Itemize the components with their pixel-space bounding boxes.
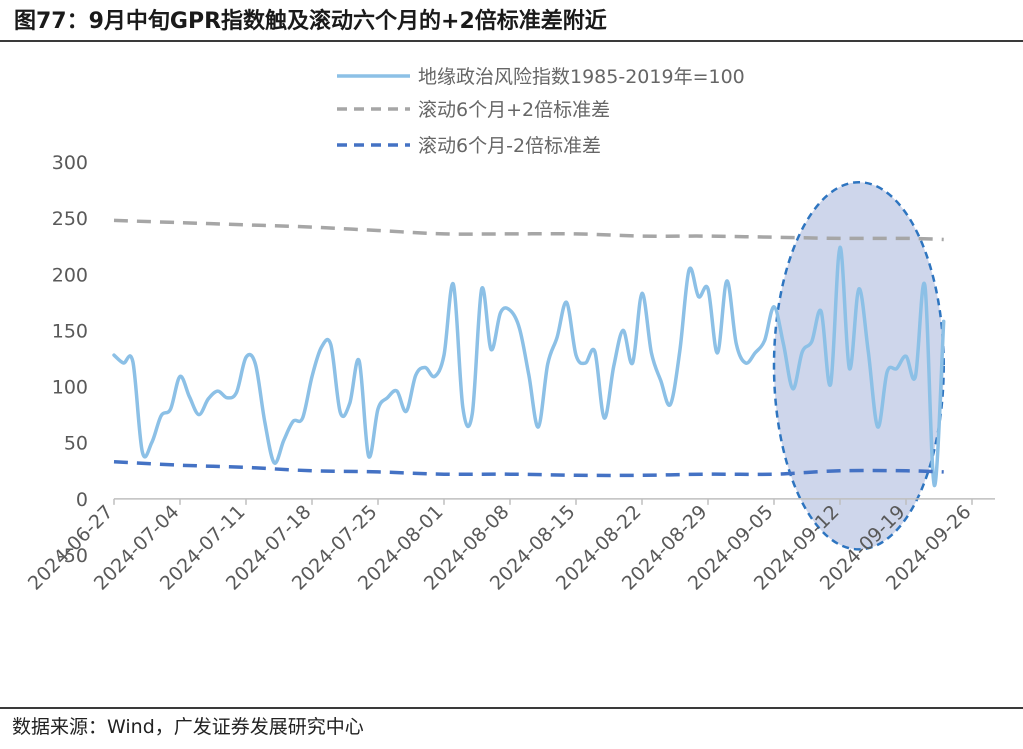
legend: 地缘政治风险指数1985-2019年=100 滚动6个月+2倍标准差滚动6个月-2… (337, 66, 745, 157)
y-tick-label: 100 (52, 377, 88, 399)
data-source: 数据来源：Wind，广发证券发展研究中心 (12, 716, 364, 738)
figure-title: 图77：9月中旬GPR指数触及滚动六个月的+2倍标准差附近 (14, 9, 607, 34)
legend-label: 地缘政治风险指数1985-2019年=100 (418, 66, 745, 88)
lower-band-line (113, 460, 944, 478)
series-layer (112, 218, 946, 488)
legend-label: 滚动6个月+2倍标准差 (418, 99, 610, 121)
highlight-ellipse (772, 180, 945, 551)
gpr-index-line (112, 245, 946, 488)
y-tick-label: 50 (64, 433, 88, 455)
y-tick-label: 200 (52, 264, 88, 286)
highlight-layer (772, 180, 945, 551)
gpr-line-chart: 2024-06-272024-07-042024-07-112024-07-18… (24, 66, 995, 595)
footer-rule (0, 707, 1023, 709)
title-rule (0, 40, 1023, 42)
y-tick-label: 0 (76, 489, 88, 511)
y-tick-label: 250 (52, 208, 88, 230)
legend-label: 滚动6个月-2倍标准差 (418, 135, 601, 157)
y-tick-label: 300 (52, 152, 88, 174)
y-tick-label: 150 (52, 320, 88, 342)
y-tick-label: -50 (57, 545, 88, 567)
upper-band-line (113, 218, 944, 242)
